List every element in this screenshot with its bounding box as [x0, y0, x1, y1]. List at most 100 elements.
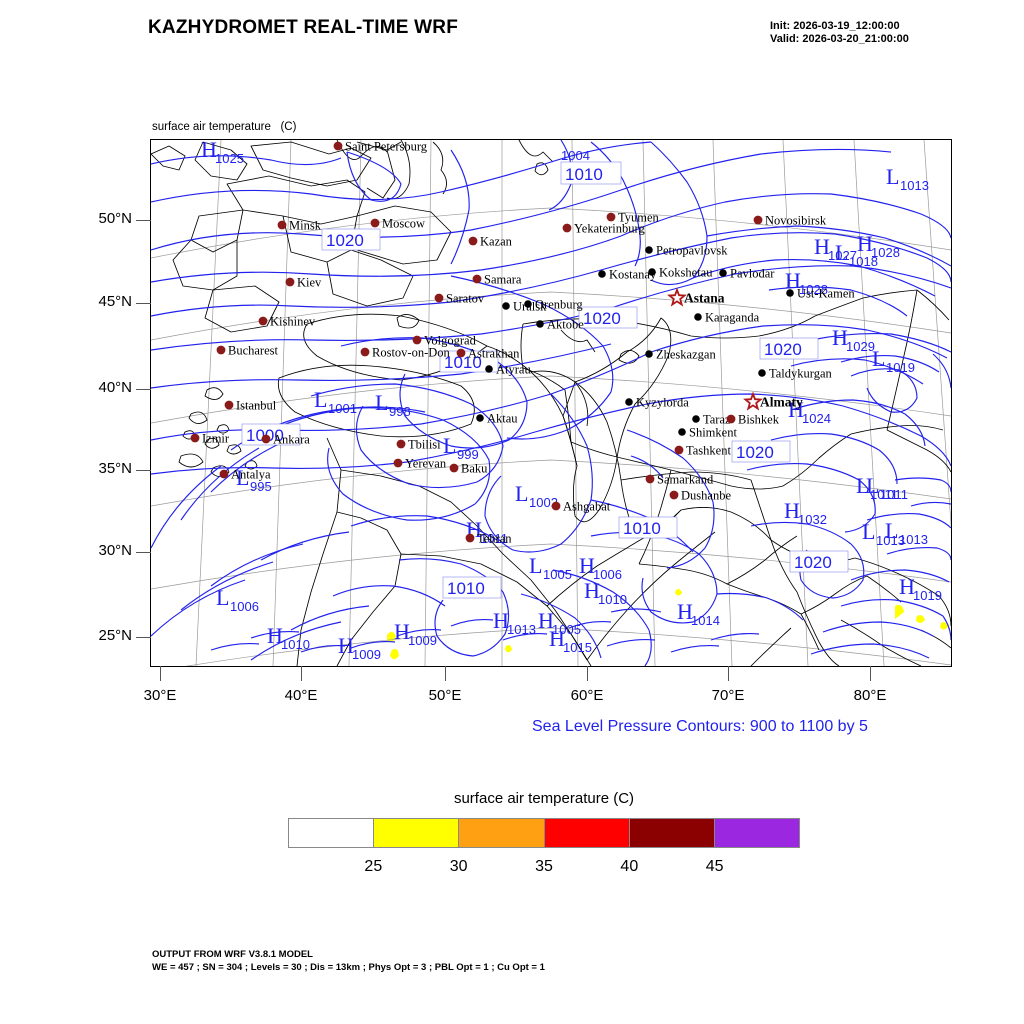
- city-marker[interactable]: Petropavlovsk: [645, 244, 728, 258]
- city-marker[interactable]: Izmir: [190, 432, 230, 446]
- city-label: Astana: [684, 291, 725, 306]
- svg-text:1020: 1020: [794, 553, 832, 572]
- pressure-center-l: L 995: [236, 465, 272, 494]
- city-marker[interactable]: Istanbul: [224, 399, 277, 413]
- city-label: Tyumen: [618, 211, 660, 225]
- lat-tick: [136, 637, 151, 638]
- city-marker[interactable]: Volgograd: [412, 334, 477, 348]
- lon-label-30°E: 30°E: [143, 687, 177, 704]
- city-dot-icon: [468, 236, 478, 246]
- city-label: Petropavlovsk: [656, 244, 728, 258]
- contour-label: 1020: [731, 440, 791, 463]
- city-marker[interactable]: Kazan: [468, 235, 513, 249]
- lon-label-80°E: 80°E: [853, 687, 887, 704]
- city-marker[interactable]: Tbilisi: [396, 438, 442, 452]
- svg-text:L: L: [835, 240, 848, 265]
- city-marker[interactable]: Astana: [667, 287, 725, 307]
- pressure-center-l: L 1018: [835, 240, 878, 269]
- city-marker[interactable]: Taldykurgan: [758, 367, 833, 381]
- city-marker[interactable]: Kyzylorda: [625, 396, 689, 410]
- city-marker[interactable]: Rostov-on-Don: [360, 346, 451, 360]
- svg-text:1002: 1002: [529, 495, 558, 510]
- capital-star-icon: [743, 391, 763, 411]
- lat-tick: [136, 470, 151, 471]
- city-dot-icon: [216, 345, 226, 355]
- city-label: Shimkent: [689, 426, 737, 440]
- colorbar[interactable]: [288, 818, 800, 848]
- city-marker[interactable]: Ankara: [261, 433, 311, 447]
- city-marker[interactable]: Yekaterinburg: [562, 222, 646, 236]
- city-dot-icon: [645, 474, 655, 484]
- map-canvas: 1020 1010 1010 1020 1020 1000 1020 1010 …: [151, 140, 951, 666]
- svg-text:1013: 1013: [899, 532, 928, 547]
- city-marker[interactable]: Pavlodar: [719, 267, 775, 281]
- city-marker[interactable]: Aktobe: [536, 318, 584, 332]
- svg-text:1010: 1010: [444, 353, 482, 372]
- city-marker[interactable]: Kostanay: [598, 268, 657, 282]
- city-marker[interactable]: Samarkand: [645, 473, 714, 487]
- city-marker[interactable]: Taraz: [692, 413, 731, 427]
- city-marker[interactable]: Novosibirsk: [753, 214, 827, 228]
- cities-layer: Saint Petersburg Minsk Moscow Kazan Kiev Sama…: [190, 140, 855, 546]
- city-marker[interactable]: Astrakhan: [456, 347, 521, 361]
- city-dot-icon: [476, 414, 484, 422]
- svg-text:L: L: [216, 585, 229, 610]
- city-label: Tehran: [477, 532, 512, 546]
- contour-label: 1010: [618, 516, 678, 539]
- city-marker[interactable]: Shimkent: [678, 426, 737, 440]
- lon-tick: [301, 666, 302, 681]
- lat-label-40°N: 40°N: [98, 379, 132, 396]
- city-marker[interactable]: Orenburg: [524, 298, 583, 312]
- city-marker[interactable]: Ust-Kamen: [786, 287, 855, 301]
- city-marker[interactable]: Aktau: [476, 412, 518, 426]
- city-marker[interactable]: Bucharest: [216, 344, 279, 358]
- city-label: Saint Petersburg: [345, 140, 428, 154]
- city-label: Bucharest: [228, 344, 279, 358]
- city-marker[interactable]: Atyrau: [485, 363, 531, 377]
- city-marker[interactable]: Almaty: [743, 391, 803, 411]
- city-dot-icon: [648, 268, 656, 276]
- city-marker[interactable]: Karaganda: [694, 311, 760, 325]
- svg-text:1010: 1010: [598, 592, 627, 607]
- city-marker[interactable]: Baku: [449, 462, 489, 476]
- city-label: Samara: [484, 273, 522, 287]
- city-marker[interactable]: Tehran: [465, 532, 513, 546]
- contour-value-labels: 1020 1010 1010 1020 1020 1000 1020 1010 …: [241, 148, 849, 599]
- svg-text:1020: 1020: [736, 443, 774, 462]
- svg-text:1029: 1029: [846, 339, 875, 354]
- city-marker[interactable]: Tyumen: [606, 211, 660, 225]
- svg-text:L: L: [856, 473, 869, 498]
- colorbar-segment-2: [458, 819, 544, 847]
- city-dot-icon: [625, 398, 633, 406]
- city-dot-icon: [758, 369, 766, 377]
- weather-map[interactable]: 1020 1010 1010 1020 1020 1000 1020 1010 …: [150, 139, 952, 667]
- city-marker[interactable]: Bishkek: [726, 413, 780, 427]
- city-marker[interactable]: Ashgabat: [551, 500, 611, 514]
- city-marker[interactable]: Dushanbe: [669, 489, 732, 503]
- svg-text:1015: 1015: [563, 640, 592, 655]
- city-marker[interactable]: Kokshetau: [648, 266, 713, 280]
- svg-text:1024: 1024: [802, 411, 831, 426]
- city-marker[interactable]: Moscow: [370, 217, 425, 231]
- pressure-isobars: [151, 140, 951, 666]
- city-label: Baku: [461, 462, 488, 476]
- pressure-center-l: L 999: [443, 433, 479, 462]
- lat-label-50°N: 50°N: [98, 210, 132, 227]
- city-marker[interactable]: Saint Petersburg: [333, 140, 428, 154]
- city-marker[interactable]: Tashkent: [674, 444, 732, 458]
- city-marker[interactable]: Zheskazgan: [645, 348, 716, 362]
- city-marker[interactable]: Saratov: [434, 292, 485, 306]
- city-marker[interactable]: Yerevan: [393, 457, 447, 471]
- city-marker[interactable]: Kishinev: [258, 315, 316, 329]
- contour-label: 1010: [439, 350, 499, 373]
- city-marker[interactable]: Antalya: [219, 468, 271, 482]
- city-marker[interactable]: Kiev: [285, 276, 322, 290]
- city-marker[interactable]: Samara: [472, 273, 522, 287]
- pressure-center-l: L 1011: [866, 473, 908, 502]
- city-dot-icon: [694, 313, 702, 321]
- city-marker[interactable]: Minsk: [277, 219, 322, 233]
- svg-text:H: H: [549, 626, 565, 651]
